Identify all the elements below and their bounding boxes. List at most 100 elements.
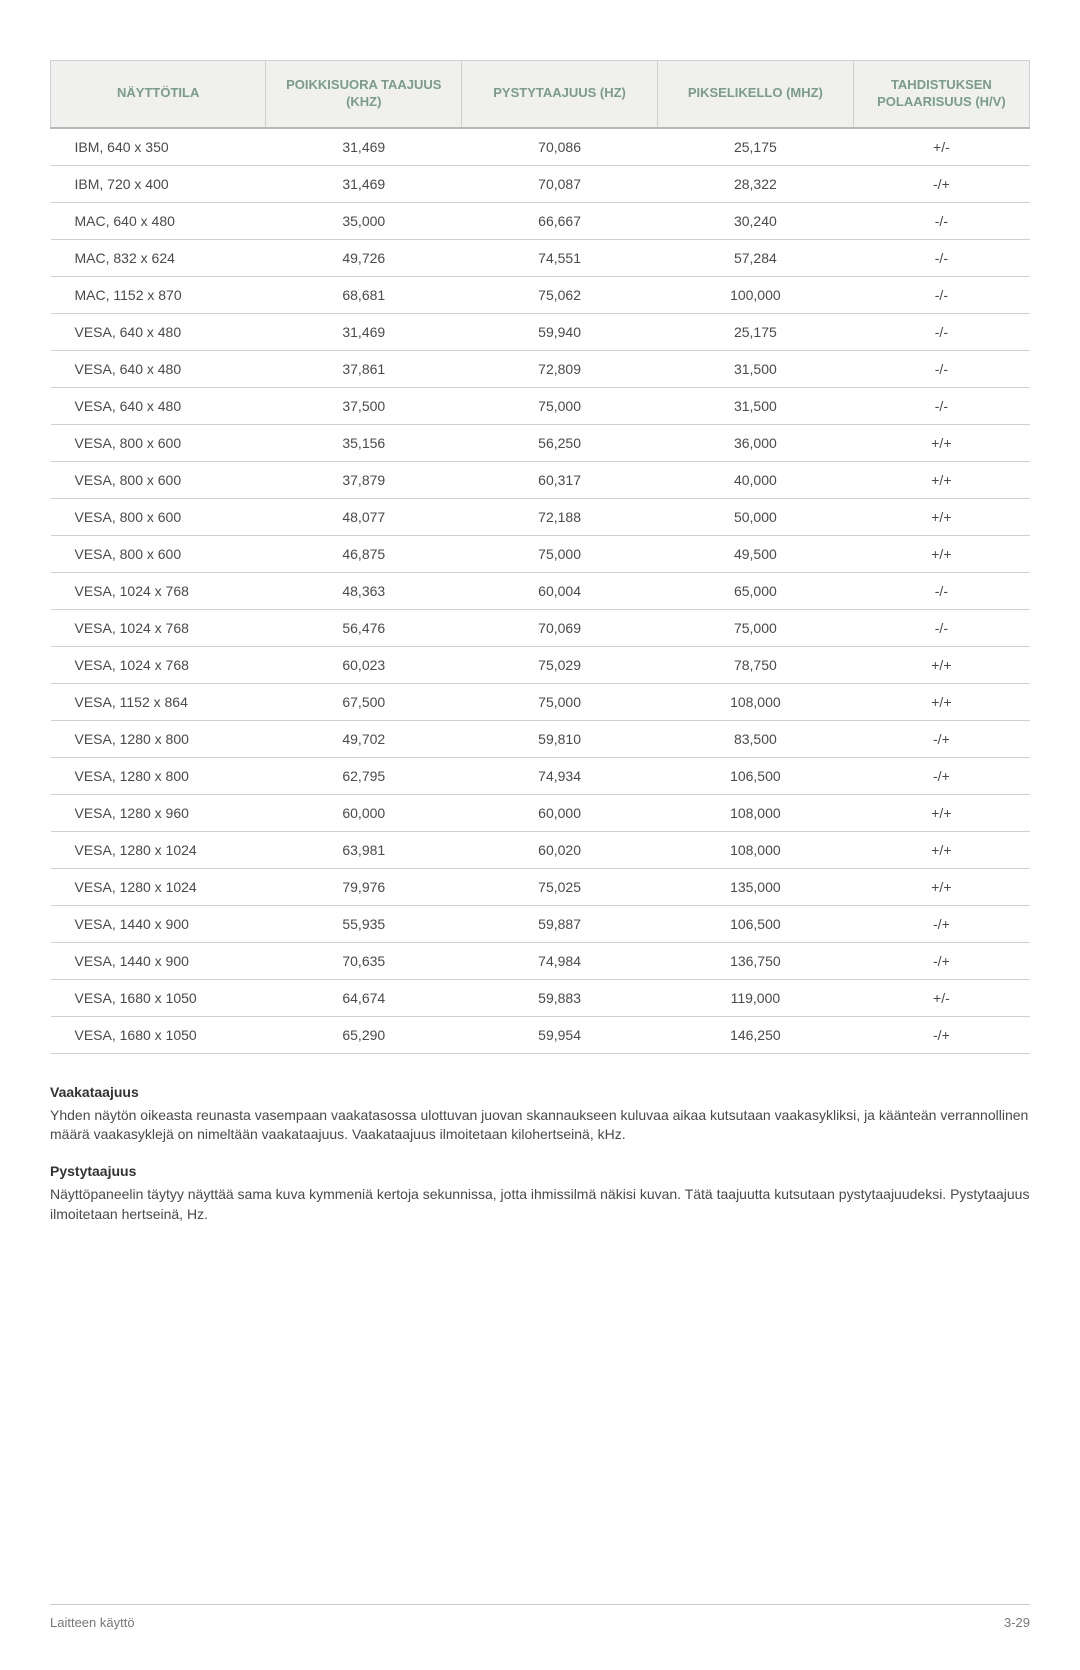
table-cell: VESA, 800 x 600 (51, 535, 266, 572)
section-text: Näyttöpaneelin täytyy näyttää sama kuva … (50, 1185, 1030, 1224)
table-row: VESA, 1280 x 80062,79574,934106,500-/+ (51, 757, 1030, 794)
table-cell: VESA, 1680 x 1050 (51, 979, 266, 1016)
table-cell: VESA, 1280 x 1024 (51, 868, 266, 905)
table-cell: 74,551 (462, 239, 658, 276)
table-cell: 49,702 (266, 720, 462, 757)
table-cell: 70,086 (462, 128, 658, 166)
table-cell: VESA, 640 x 480 (51, 313, 266, 350)
table-cell: VESA, 800 x 600 (51, 461, 266, 498)
table-cell: VESA, 1280 x 960 (51, 794, 266, 831)
table-row: VESA, 1680 x 105064,67459,883119,000+/- (51, 979, 1030, 1016)
table-cell: +/- (853, 128, 1029, 166)
table-cell: 119,000 (657, 979, 853, 1016)
table-cell: VESA, 1024 x 768 (51, 572, 266, 609)
footer-right: 3-29 (1004, 1615, 1030, 1630)
table-cell: -/- (853, 239, 1029, 276)
table-row: MAC, 1152 x 87068,68175,062100,000-/- (51, 276, 1030, 313)
col-header-vfreq: PYSTYTAAJUUS (HZ) (462, 61, 658, 128)
table-cell: VESA, 1680 x 1050 (51, 1016, 266, 1053)
table-row: VESA, 1280 x 80049,70259,81083,500-/+ (51, 720, 1030, 757)
table-cell: 25,175 (657, 128, 853, 166)
table-cell: +/+ (853, 868, 1029, 905)
table-cell: +/+ (853, 794, 1029, 831)
table-row: VESA, 640 x 48037,86172,80931,500-/- (51, 350, 1030, 387)
table-cell: +/+ (853, 535, 1029, 572)
section-pystytaajuus: Pystytaajuus Näyttöpaneelin täytyy näytt… (50, 1163, 1030, 1224)
table-cell: +/+ (853, 498, 1029, 535)
table-cell: 75,062 (462, 276, 658, 313)
table-cell: -/+ (853, 757, 1029, 794)
table-row: VESA, 1440 x 90070,63574,984136,750-/+ (51, 942, 1030, 979)
col-header-mode: NÄYTTÖTILA (51, 61, 266, 128)
table-cell: 59,887 (462, 905, 658, 942)
table-cell: 106,500 (657, 905, 853, 942)
table-cell: VESA, 1440 x 900 (51, 905, 266, 942)
table-cell: 108,000 (657, 831, 853, 868)
col-header-syncpolarity: TAHDISTUKSEN POLAARISUUS (H/V) (853, 61, 1029, 128)
table-cell: 70,087 (462, 165, 658, 202)
table-cell: +/+ (853, 831, 1029, 868)
table-cell: 66,667 (462, 202, 658, 239)
table-cell: -/+ (853, 720, 1029, 757)
table-cell: VESA, 1024 x 768 (51, 646, 266, 683)
table-cell: 63,981 (266, 831, 462, 868)
table-cell: 74,984 (462, 942, 658, 979)
table-cell: +/+ (853, 646, 1029, 683)
table-cell: 75,000 (462, 387, 658, 424)
table-cell: VESA, 800 x 600 (51, 498, 266, 535)
page-footer: Laitteen käyttö 3-29 (50, 1604, 1030, 1630)
table-row: VESA, 800 x 60048,07772,18850,000+/+ (51, 498, 1030, 535)
table-cell: 57,284 (657, 239, 853, 276)
table-row: VESA, 1280 x 96060,00060,000108,000+/+ (51, 794, 1030, 831)
table-cell: VESA, 1440 x 900 (51, 942, 266, 979)
table-cell: 48,077 (266, 498, 462, 535)
table-row: VESA, 1152 x 86467,50075,000108,000+/+ (51, 683, 1030, 720)
table-cell: 60,317 (462, 461, 658, 498)
table-cell: 67,500 (266, 683, 462, 720)
table-cell: 65,290 (266, 1016, 462, 1053)
table-cell: 35,000 (266, 202, 462, 239)
table-row: VESA, 1024 x 76860,02375,02978,750+/+ (51, 646, 1030, 683)
table-cell: 31,469 (266, 165, 462, 202)
table-cell: 60,023 (266, 646, 462, 683)
table-cell: 55,935 (266, 905, 462, 942)
table-cell: 70,635 (266, 942, 462, 979)
table-row: VESA, 1680 x 105065,29059,954146,250-/+ (51, 1016, 1030, 1053)
table-row: IBM, 640 x 35031,46970,08625,175+/- (51, 128, 1030, 166)
table-cell: 28,322 (657, 165, 853, 202)
table-cell: VESA, 1152 x 864 (51, 683, 266, 720)
table-cell: IBM, 720 x 400 (51, 165, 266, 202)
table-cell: 100,000 (657, 276, 853, 313)
section-title: Pystytaajuus (50, 1163, 1030, 1179)
table-cell: 59,940 (462, 313, 658, 350)
table-cell: 75,025 (462, 868, 658, 905)
table-cell: -/+ (853, 165, 1029, 202)
table-cell: IBM, 640 x 350 (51, 128, 266, 166)
table-cell: 31,469 (266, 313, 462, 350)
table-cell: VESA, 1280 x 800 (51, 757, 266, 794)
table-cell: VESA, 800 x 600 (51, 424, 266, 461)
table-cell: 37,500 (266, 387, 462, 424)
table-cell: 74,934 (462, 757, 658, 794)
section-vaakataajuus: Vaakataajuus Yhden näytön oikeasta reuna… (50, 1084, 1030, 1145)
footer-left: Laitteen käyttö (50, 1615, 135, 1630)
table-cell: 49,726 (266, 239, 462, 276)
table-cell: -/- (853, 609, 1029, 646)
table-cell: 60,000 (266, 794, 462, 831)
table-cell: 75,000 (462, 535, 658, 572)
table-cell: 75,000 (462, 683, 658, 720)
table-cell: 37,879 (266, 461, 462, 498)
table-row: VESA, 1024 x 76848,36360,00465,000-/- (51, 572, 1030, 609)
table-cell: 50,000 (657, 498, 853, 535)
table-cell: 68,681 (266, 276, 462, 313)
table-cell: VESA, 640 x 480 (51, 350, 266, 387)
table-cell: 56,250 (462, 424, 658, 461)
table-cell: 59,883 (462, 979, 658, 1016)
table-cell: 135,000 (657, 868, 853, 905)
table-cell: 83,500 (657, 720, 853, 757)
table-row: VESA, 800 x 60037,87960,31740,000+/+ (51, 461, 1030, 498)
table-row: VESA, 640 x 48031,46959,94025,175-/- (51, 313, 1030, 350)
table-row: VESA, 800 x 60046,87575,00049,500+/+ (51, 535, 1030, 572)
table-cell: 59,810 (462, 720, 658, 757)
table-row: VESA, 1280 x 102479,97675,025135,000+/+ (51, 868, 1030, 905)
